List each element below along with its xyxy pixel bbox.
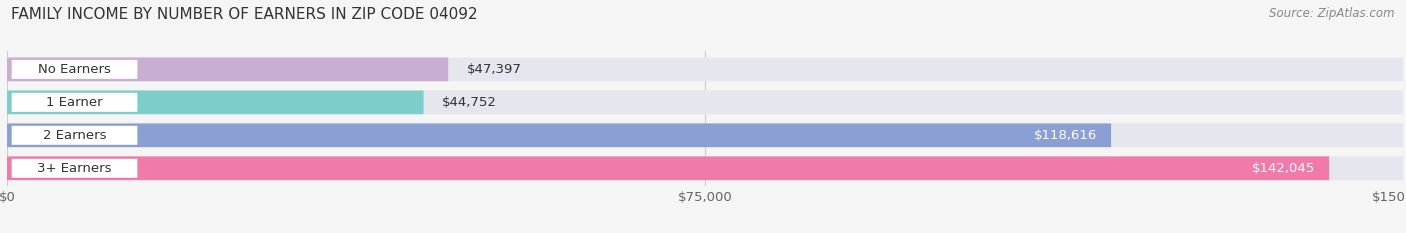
Text: 1 Earner: 1 Earner — [46, 96, 103, 109]
FancyBboxPatch shape — [11, 60, 138, 79]
FancyBboxPatch shape — [7, 123, 1403, 147]
Text: $142,045: $142,045 — [1251, 162, 1315, 175]
FancyBboxPatch shape — [11, 93, 138, 112]
FancyBboxPatch shape — [7, 90, 423, 114]
FancyBboxPatch shape — [7, 90, 1403, 114]
FancyBboxPatch shape — [7, 123, 1111, 147]
Text: 2 Earners: 2 Earners — [42, 129, 107, 142]
FancyBboxPatch shape — [7, 58, 1403, 81]
FancyBboxPatch shape — [7, 156, 1403, 180]
Text: FAMILY INCOME BY NUMBER OF EARNERS IN ZIP CODE 04092: FAMILY INCOME BY NUMBER OF EARNERS IN ZI… — [11, 7, 478, 22]
FancyBboxPatch shape — [7, 156, 1329, 180]
FancyBboxPatch shape — [7, 58, 449, 81]
Text: $118,616: $118,616 — [1033, 129, 1097, 142]
Text: Source: ZipAtlas.com: Source: ZipAtlas.com — [1270, 7, 1395, 20]
Text: 3+ Earners: 3+ Earners — [38, 162, 111, 175]
FancyBboxPatch shape — [11, 126, 138, 145]
Text: $44,752: $44,752 — [441, 96, 498, 109]
FancyBboxPatch shape — [11, 159, 138, 178]
Text: $47,397: $47,397 — [467, 63, 522, 76]
Text: No Earners: No Earners — [38, 63, 111, 76]
